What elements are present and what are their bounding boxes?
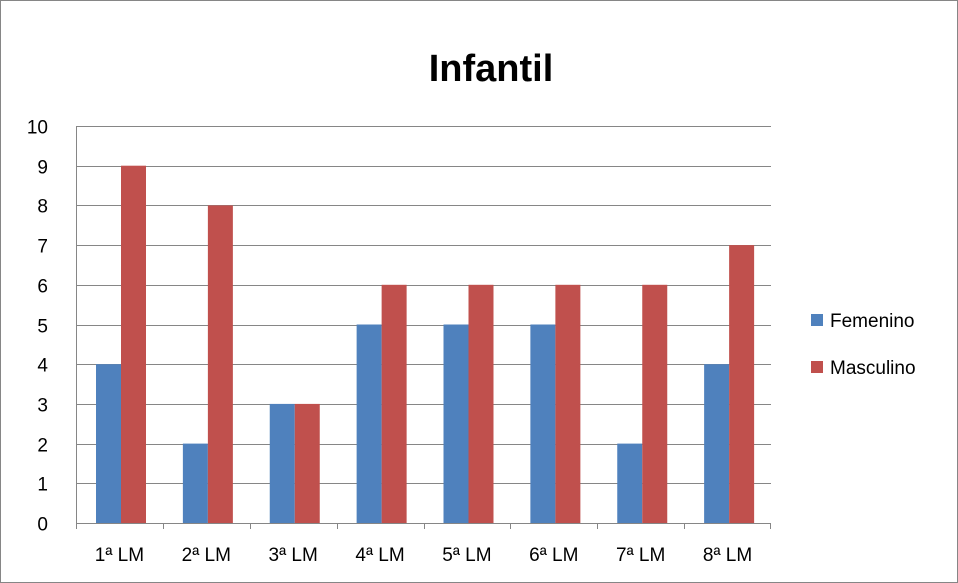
bar-femenino-4 (356, 324, 382, 523)
bar-masculino-6 (555, 284, 581, 523)
bar-masculino-3 (294, 403, 320, 523)
x-tick-label: 2ª LM (182, 545, 231, 566)
y-tick-label: 6 (37, 277, 48, 298)
legend-label-masculino: Masculino (830, 358, 916, 379)
legend-swatch-femenino (811, 314, 823, 326)
x-tick-label: 3ª LM (269, 545, 318, 566)
axes (76, 126, 771, 529)
bar-femenino-1 (96, 364, 121, 523)
x-tick-label: 6ª LM (529, 545, 578, 566)
legend-swatch-masculino (811, 361, 823, 373)
bar-masculino-1 (121, 165, 146, 523)
y-tick-label: 0 (37, 515, 48, 536)
bar-masculino-2 (207, 205, 233, 523)
bar-femenino-8 (704, 364, 730, 523)
x-tick-label: 1ª LM (95, 545, 144, 566)
x-axis-ticks: 1ª LM 2ª LM 3ª LM 4ª LM 5ª LM 6ª LM 7ª LM 8ª LM (95, 545, 752, 566)
bar-masculino-5 (468, 284, 494, 523)
y-tick-label: 5 (37, 317, 48, 338)
chart-title: Infantil (429, 48, 554, 90)
bars (96, 165, 755, 523)
x-tick-label: 5ª LM (442, 545, 491, 566)
bar-masculino-7 (642, 284, 668, 523)
bar-femenino-6 (530, 324, 556, 523)
bar-masculino-4 (381, 284, 407, 523)
y-tick-label: 8 (37, 197, 48, 218)
y-tick-label: 3 (37, 396, 48, 417)
bar-femenino-3 (269, 403, 295, 523)
y-tick-label: 1 (37, 475, 48, 496)
x-tick-label: 7ª LM (616, 545, 665, 566)
y-tick-label: 4 (37, 356, 48, 377)
legend-label-femenino: Femenino (830, 311, 915, 332)
y-tick-label: 9 (37, 158, 48, 179)
bar-masculino-8 (729, 245, 755, 523)
y-tick-label: 2 (37, 436, 48, 457)
legend: Femenino Masculino (811, 311, 916, 379)
y-tick-label: 10 (27, 118, 48, 139)
bar-femenino-5 (443, 324, 469, 523)
bar-femenino-2 (182, 443, 208, 523)
x-tick-label: 4ª LM (355, 545, 404, 566)
bar-femenino-7 (617, 443, 643, 523)
x-tick-label: 8ª LM (703, 545, 752, 566)
y-tick-label: 7 (37, 237, 48, 258)
y-axis-ticks: 0 1 2 3 4 5 6 7 8 9 10 (27, 118, 49, 536)
